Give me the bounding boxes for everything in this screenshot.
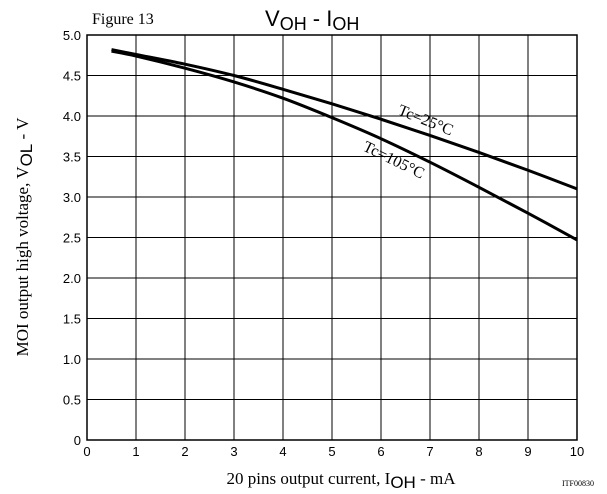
y-tick-label: 5.0	[63, 28, 81, 43]
x-axis-label: 20 pins output current, IOH - mA	[226, 469, 456, 492]
y-tick-label: 0	[74, 433, 81, 448]
y-tick-label: 3.0	[63, 190, 81, 205]
x-axis-ticks: 0 1 2 3 4 5 6 7 8 9 10	[83, 444, 584, 459]
x-tick-label: 6	[377, 444, 384, 459]
y-axis-label: MOI output high voltage, VOL - V	[13, 117, 36, 357]
y-tick-label: 1.0	[63, 352, 81, 367]
y-tick-label: 0.5	[63, 393, 81, 408]
grid-lines	[87, 35, 577, 440]
x-tick-label: 0	[83, 444, 90, 459]
series-line-105c	[111, 49, 578, 242]
y-tick-label: 4.5	[63, 69, 81, 84]
y-tick-label: 2.0	[63, 271, 81, 286]
x-tick-label: 3	[230, 444, 237, 459]
y-tick-label: 1.5	[63, 312, 81, 327]
y-tick-label: 3.5	[63, 150, 81, 165]
x-tick-label: 2	[181, 444, 188, 459]
x-tick-label: 4	[279, 444, 286, 459]
chart-title: VOH - IOH	[265, 6, 359, 34]
series-lines	[111, 48, 578, 242]
x-tick-label: 8	[475, 444, 482, 459]
x-tick-label: 1	[132, 444, 139, 459]
x-tick-label: 9	[524, 444, 531, 459]
doc-code: ITF00830	[562, 479, 594, 488]
series-line-25c	[111, 48, 578, 191]
y-tick-label: 4.0	[63, 109, 81, 124]
x-tick-label: 10	[570, 444, 584, 459]
y-tick-label: 2.5	[63, 231, 81, 246]
figure-label: Figure 13	[92, 11, 154, 28]
y-axis-ticks: 0 0.5 1.0 1.5 2.0 2.5 3.0 3.5 4.0 4.5 5.0	[63, 28, 81, 448]
x-tick-label: 7	[426, 444, 433, 459]
x-tick-label: 5	[328, 444, 335, 459]
